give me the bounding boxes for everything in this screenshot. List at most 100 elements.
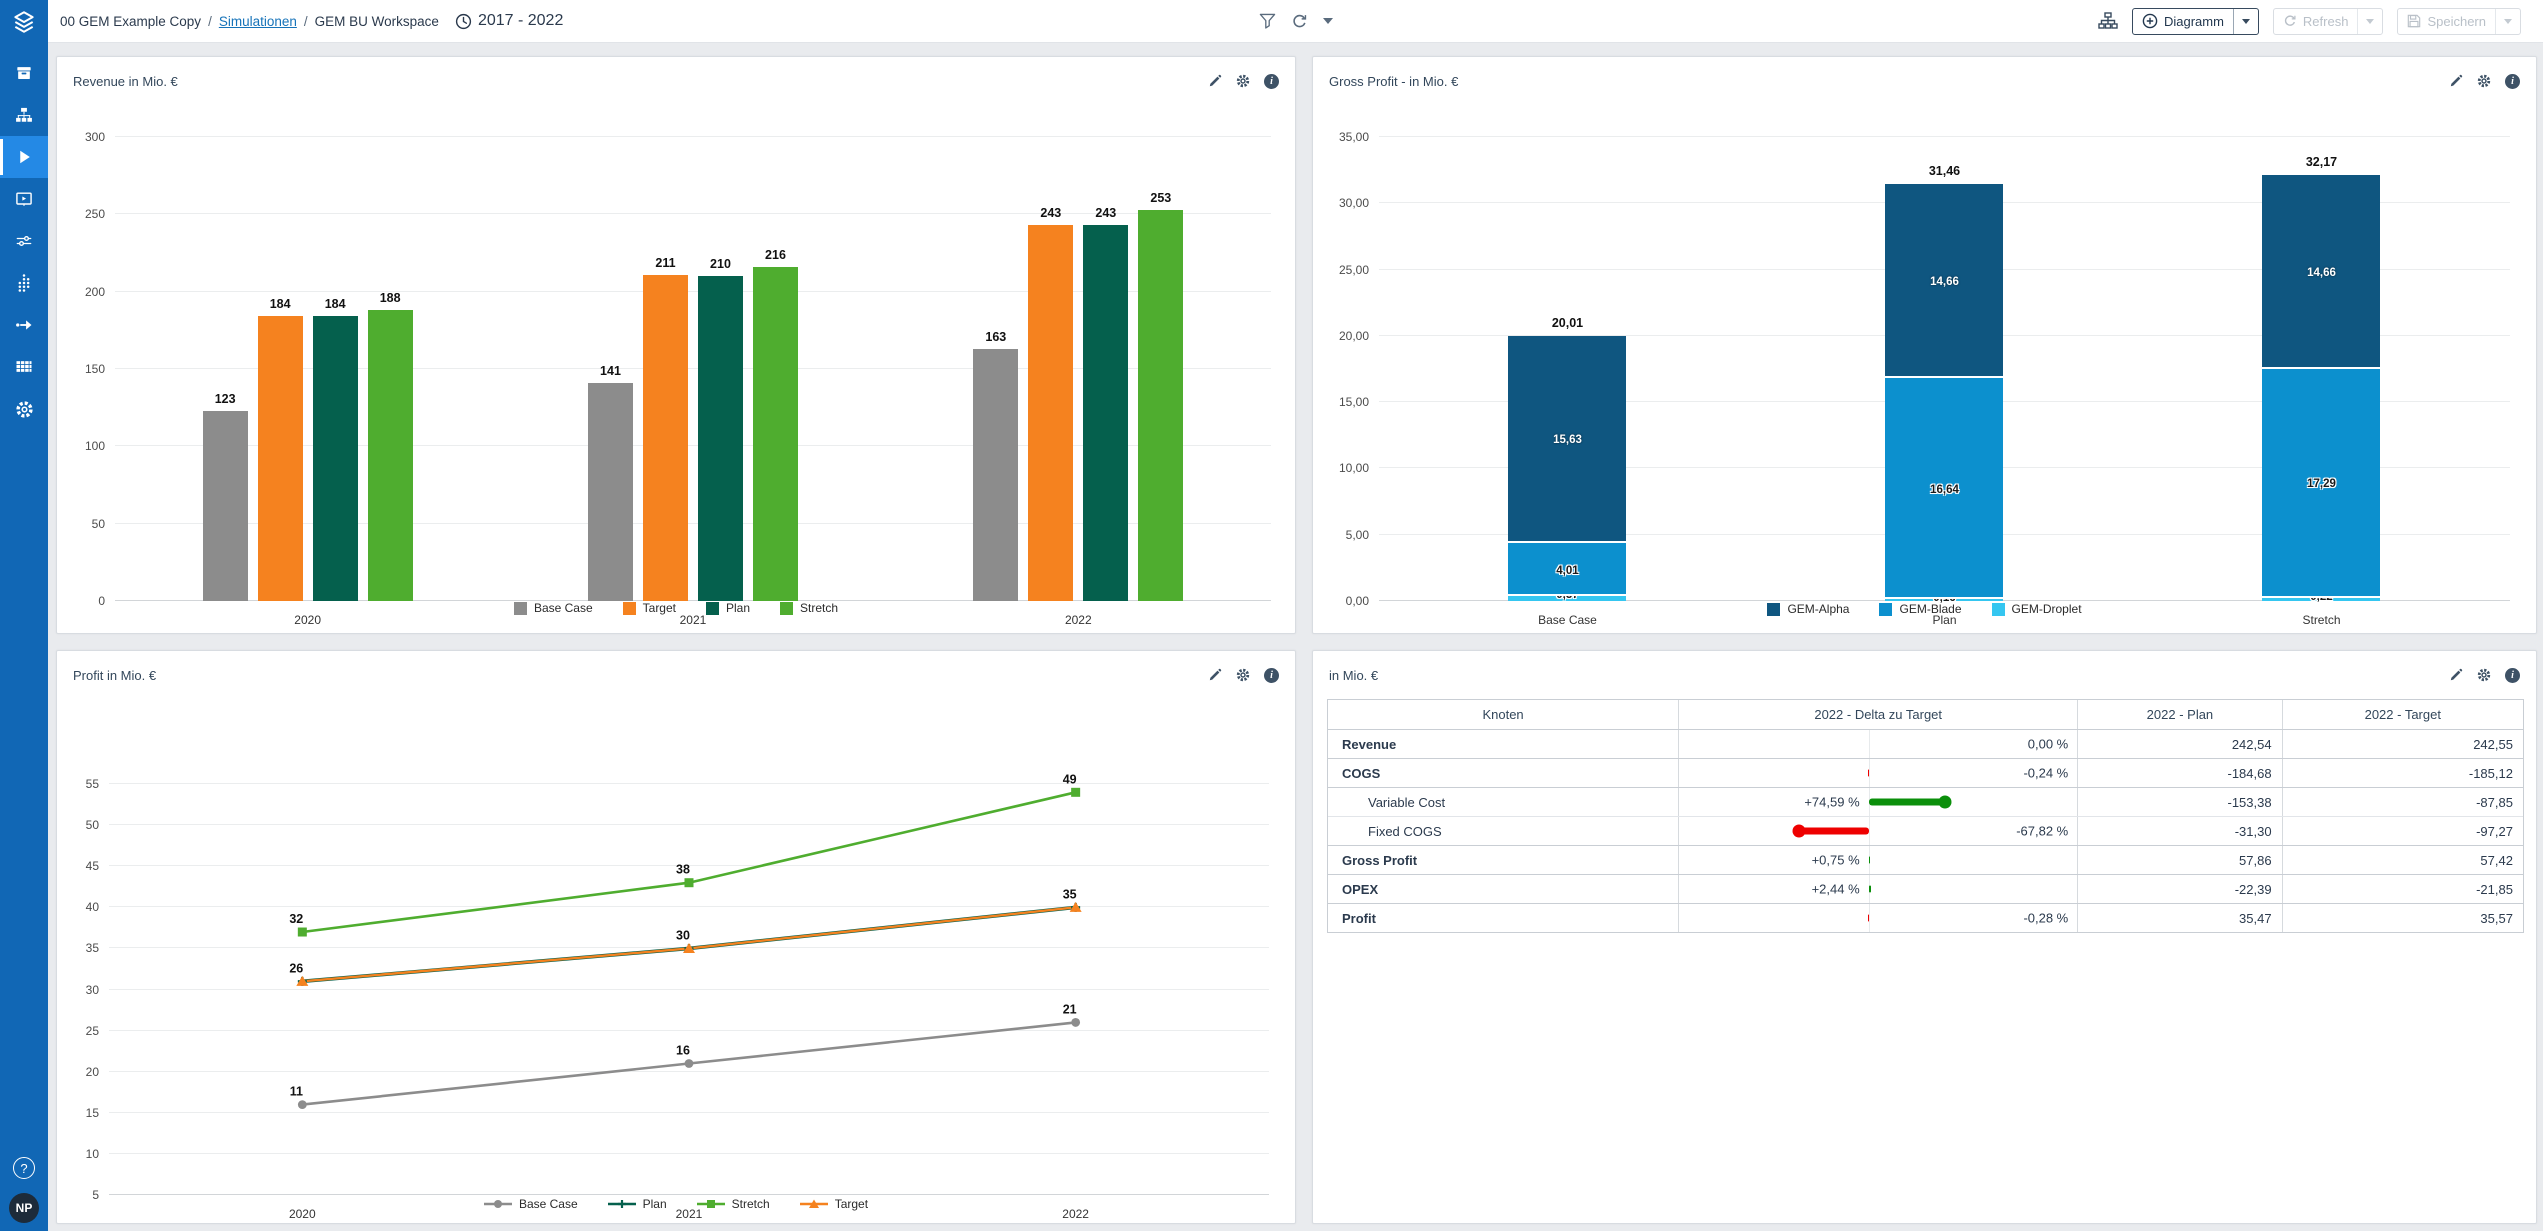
gridline bbox=[109, 865, 1269, 867]
settings-gear-icon[interactable] bbox=[2476, 73, 2492, 89]
diagramm-button[interactable]: Diagramm bbox=[2131, 7, 2259, 35]
bar-group: 163 243 243 253 bbox=[973, 191, 1184, 601]
legend-item[interactable]: Stretch bbox=[780, 601, 838, 615]
delta-value-label: +74,59 % bbox=[1804, 794, 1860, 810]
target-value: 35,57 bbox=[2480, 910, 2513, 926]
refresh-button[interactable]: Refresh bbox=[2272, 7, 2384, 35]
bar-value-label: 253 bbox=[1150, 190, 1172, 205]
x-tick: Stretch bbox=[2302, 613, 2341, 627]
save-dropdown[interactable] bbox=[2496, 9, 2520, 34]
sidebar-item-simulations[interactable] bbox=[0, 136, 48, 178]
legend-item[interactable]: Plan bbox=[607, 1197, 667, 1211]
diagramm-dropdown[interactable] bbox=[2234, 9, 2258, 34]
info-icon[interactable]: i bbox=[1264, 73, 1279, 89]
target-value: 57,42 bbox=[2480, 852, 2513, 868]
node-label: Fixed COGS bbox=[1368, 823, 1442, 839]
panel-actions: i bbox=[1207, 73, 1279, 89]
plan-value: 242,54 bbox=[2231, 736, 2272, 752]
app-logo[interactable] bbox=[0, 0, 48, 44]
sidebar-item-assumptions[interactable] bbox=[0, 220, 48, 262]
y-tick: 55 bbox=[85, 777, 99, 792]
breadcrumb-project[interactable]: 00 GEM Example Copy bbox=[60, 13, 202, 29]
breadcrumb-separator: / bbox=[303, 13, 308, 29]
bar-stretch: 216 bbox=[752, 248, 798, 601]
refresh-button-main[interactable]: Refresh bbox=[2274, 9, 2358, 34]
refresh-icon bbox=[1292, 14, 1306, 27]
sidebar-item-drivertree[interactable] bbox=[0, 262, 48, 304]
node-cell: OPEX bbox=[1328, 875, 1678, 903]
save-button[interactable]: Speichern bbox=[2397, 7, 2521, 35]
sliders-icon bbox=[16, 236, 32, 247]
column-header-label: 2022 - Plan bbox=[2146, 707, 2214, 722]
gridline bbox=[115, 290, 1271, 292]
settings-gear-icon[interactable] bbox=[1235, 73, 1251, 89]
info-icon[interactable]: i bbox=[2505, 73, 2520, 89]
filter-button[interactable] bbox=[1259, 13, 1276, 29]
target-cell: 242,55 bbox=[2281, 730, 2523, 758]
diagramm-button-main[interactable]: Diagramm bbox=[2133, 9, 2233, 34]
settings-gear-icon[interactable] bbox=[2476, 667, 2492, 683]
delta-cell: -67,82 % bbox=[1678, 817, 2077, 845]
y-tick: 35 bbox=[85, 941, 99, 956]
sidebar-item-settings[interactable] bbox=[0, 388, 48, 430]
chevron-down-icon bbox=[2504, 18, 2512, 24]
legend-item[interactable]: GEM-Alpha bbox=[1767, 602, 1849, 616]
edit-pencil-icon[interactable] bbox=[2448, 74, 2463, 89]
sidebar-item-data[interactable] bbox=[0, 346, 48, 388]
line-chart-svg: 32 38 49 26 30 35 11 16 21 bbox=[289, 772, 1082, 1109]
legend-item[interactable]: Stretch bbox=[696, 1197, 770, 1211]
bar-value-label: 243 bbox=[1040, 206, 1062, 221]
help-button[interactable]: ? bbox=[13, 1157, 35, 1179]
info-icon[interactable]: i bbox=[2505, 667, 2520, 683]
segment-separator bbox=[2262, 596, 2381, 599]
legend-item[interactable]: Target bbox=[622, 601, 676, 615]
bar-group: 123 184 184 188 bbox=[202, 291, 413, 601]
bar-target: 211 bbox=[642, 256, 688, 601]
save-button-main[interactable]: Speichern bbox=[2398, 9, 2495, 34]
sidebar-item-export[interactable] bbox=[0, 304, 48, 346]
x-tick: 2022 bbox=[1062, 1207, 1089, 1221]
sidebar-item-models[interactable] bbox=[0, 94, 48, 136]
bar-plan: 184 bbox=[312, 297, 358, 601]
delta-cell: -0,24 % bbox=[1678, 759, 2077, 787]
breadcrumb-workspace: GEM BU Workspace bbox=[314, 13, 439, 29]
plan-value: -153,38 bbox=[2227, 794, 2272, 810]
delta-cell: +74,59 % bbox=[1678, 788, 2077, 816]
sidebar-item-presentations[interactable] bbox=[0, 178, 48, 220]
user-avatar[interactable]: NP bbox=[9, 1193, 39, 1223]
legend-item[interactable]: Base Case bbox=[513, 601, 593, 615]
delta-bar bbox=[1867, 769, 1869, 777]
legend-item[interactable]: Target bbox=[799, 1197, 868, 1211]
center-dropdown-caret[interactable] bbox=[1322, 18, 1333, 24]
legend-item[interactable]: Base Case bbox=[483, 1197, 578, 1211]
legend-item[interactable]: GEM-Blade bbox=[1879, 602, 1962, 616]
topbar-right-tools: Diagramm Refresh bbox=[2098, 7, 2521, 35]
target-cell: -185,12 bbox=[2281, 759, 2523, 787]
bar-value-label: 210 bbox=[710, 257, 731, 272]
avatar-initials: NP bbox=[15, 1201, 33, 1215]
legend-item[interactable]: Plan bbox=[706, 601, 750, 615]
segment-value-label: 14,66 bbox=[2307, 266, 2336, 279]
refresh-button-center[interactable] bbox=[1291, 13, 1308, 30]
legend-item[interactable]: GEM-Droplet bbox=[1991, 602, 2082, 616]
tree-view-button[interactable] bbox=[2098, 12, 2118, 30]
legend-marker-plus bbox=[607, 1200, 636, 1208]
refresh-dropdown[interactable] bbox=[2358, 9, 2382, 34]
plan-cell: 57,86 bbox=[2077, 846, 2281, 874]
filter-icon bbox=[1259, 13, 1275, 29]
bar-base-case: 123 bbox=[202, 392, 248, 601]
table-row: Variable Cost +74,59 % -153,38 -87,85 bbox=[1328, 787, 2523, 816]
edit-pencil-icon[interactable] bbox=[1207, 668, 1222, 683]
delta-bar bbox=[1867, 914, 1869, 922]
refresh-icon bbox=[2284, 15, 2296, 26]
settings-gear-icon[interactable] bbox=[1235, 667, 1251, 683]
breadcrumb-simulations-link[interactable]: Simulationen bbox=[218, 13, 297, 29]
table-row: Gross Profit +0,75 % 57,86 57,42 bbox=[1328, 845, 2523, 874]
info-icon[interactable]: i bbox=[1264, 667, 1279, 683]
edit-pencil-icon[interactable] bbox=[1207, 74, 1222, 89]
sidebar-item-archive[interactable] bbox=[0, 52, 48, 94]
sidebar-nav bbox=[0, 52, 48, 430]
panel-revenue: Revenue in Mio. € i 0 50 100 150 200 250 300 12… bbox=[56, 56, 1296, 634]
edit-pencil-icon[interactable] bbox=[2448, 668, 2463, 683]
dots-tree-icon bbox=[18, 274, 30, 292]
